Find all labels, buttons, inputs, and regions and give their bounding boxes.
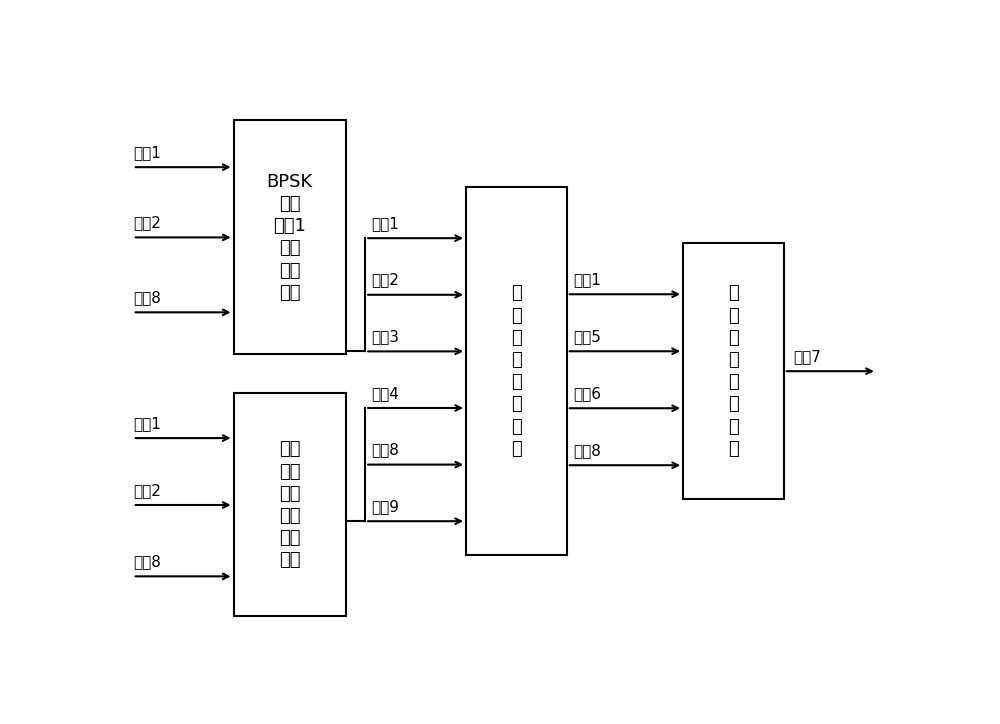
Bar: [234, 120, 346, 355]
Text: 信号8: 信号8: [133, 554, 161, 569]
Text: 信号7: 信号7: [793, 349, 821, 364]
Text: 信号8: 信号8: [573, 443, 601, 458]
Text: BPSK
标准
逻辑1
波形
产生
电路: BPSK 标准 逻辑1 波形 产生 电路: [267, 173, 313, 302]
Text: 信号5: 信号5: [573, 329, 601, 344]
Bar: [683, 243, 784, 500]
Text: 信号1: 信号1: [573, 272, 601, 287]
Text: 信号9: 信号9: [371, 499, 399, 514]
Text: 信号8: 信号8: [371, 442, 399, 458]
Text: 判
决
数
据
译
码
电
路: 判 决 数 据 译 码 电 路: [728, 285, 739, 458]
Text: 信号1: 信号1: [133, 145, 161, 160]
Text: 信号2: 信号2: [133, 483, 161, 497]
Text: 信号4: 信号4: [371, 386, 399, 401]
Text: 信号8: 信号8: [133, 290, 161, 305]
Text: 信号
同步
位边
更次
检测
电路: 信号 同步 位边 更次 检测 电路: [279, 440, 300, 570]
Bar: [234, 394, 346, 617]
Text: 相
关
法
计
数
器
电
路: 相 关 法 计 数 器 电 路: [511, 285, 522, 458]
Text: 信号1: 信号1: [371, 216, 399, 231]
Bar: [466, 188, 567, 555]
Text: 信号6: 信号6: [573, 386, 601, 401]
Text: 信号1: 信号1: [133, 416, 161, 431]
Text: 信号2: 信号2: [133, 215, 161, 230]
Text: 信号2: 信号2: [371, 272, 399, 287]
Text: 信号3: 信号3: [371, 329, 399, 344]
